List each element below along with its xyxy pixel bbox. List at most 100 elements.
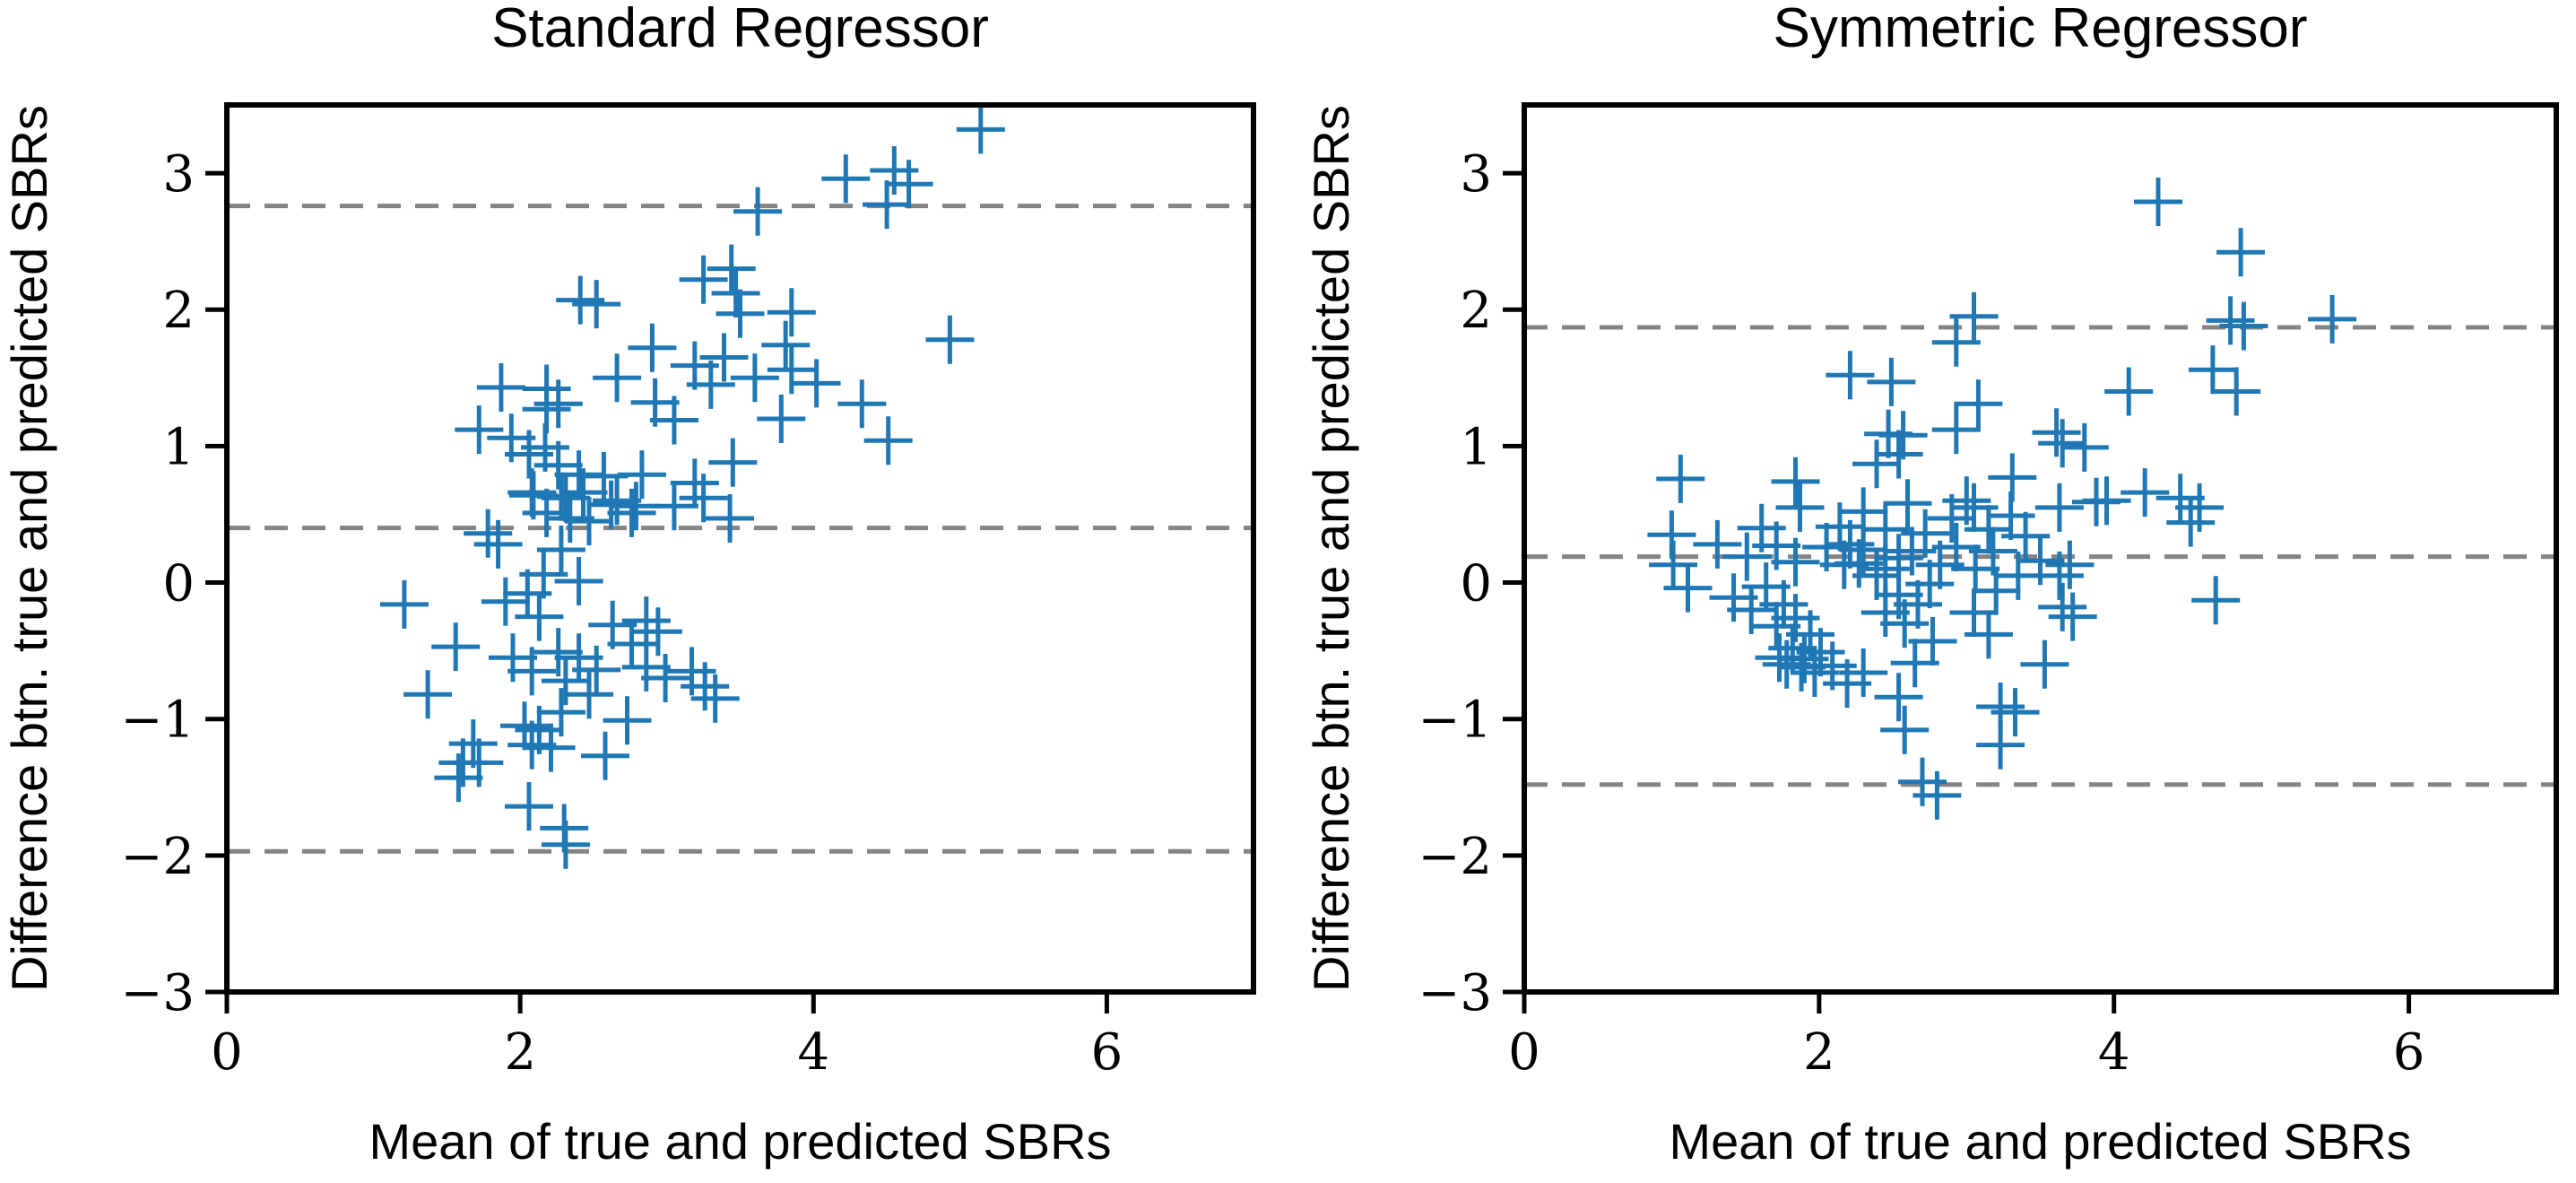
- data-point-marker: [526, 723, 576, 772]
- data-point-marker: [593, 353, 642, 403]
- data-point-marker: [863, 180, 912, 230]
- data-point-marker: [617, 450, 666, 500]
- y-tick-label: −1: [1418, 692, 1492, 750]
- data-point-marker: [2104, 367, 2154, 416]
- x-axis-label: Mean of true and predicted SBRs: [369, 1113, 1111, 1170]
- data-point-marker: [649, 396, 698, 445]
- y-tick-label: −2: [1418, 828, 1492, 886]
- y-tick-label: 0: [162, 555, 195, 613]
- data-point-marker: [2060, 422, 2109, 472]
- data-point-marker: [565, 497, 613, 546]
- data-point-marker: [2020, 639, 2069, 689]
- data-point-marker: [711, 269, 760, 317]
- data-point-marker: [581, 731, 629, 780]
- data-point-marker: [572, 280, 621, 329]
- y-tick-label: 2: [1460, 282, 1492, 340]
- data-point-marker: [1839, 526, 1888, 574]
- data-point-marker: [554, 557, 603, 605]
- data-point-marker: [1874, 430, 1923, 479]
- data-point-marker: [1867, 357, 1916, 406]
- data-point-marker: [536, 472, 585, 521]
- data-point-marker: [686, 360, 735, 409]
- data-point-marker: [1908, 617, 1957, 665]
- data-point-marker: [707, 244, 756, 293]
- y-axis-label: Difference btn. true and predicted SBRs: [1303, 105, 1359, 992]
- data-point-marker: [2121, 468, 2170, 518]
- data-point-marker: [2188, 345, 2237, 395]
- data-point-marker: [2308, 294, 2357, 344]
- data-point-marker: [1954, 379, 2003, 429]
- data-point-marker: [2032, 408, 2081, 457]
- data-point-marker: [1826, 351, 1875, 400]
- data-point-marker: [1771, 537, 1820, 587]
- data-point-marker: [448, 719, 498, 769]
- data-point-marker: [621, 596, 671, 646]
- y-tick-label: −2: [120, 828, 195, 886]
- axes-frame: [224, 102, 1256, 995]
- x-tick-label: 0: [1508, 1023, 1540, 1082]
- data-point-marker: [434, 753, 483, 803]
- data-point-marker: [699, 333, 749, 382]
- x-tick-label: 2: [1803, 1023, 1835, 1082]
- data-point-marker: [572, 645, 621, 694]
- data-point-marker: [1887, 526, 1937, 576]
- data-point-marker: [2212, 367, 2261, 416]
- data-point-marker: [1991, 688, 2040, 737]
- data-point-marker: [1949, 291, 1999, 341]
- data-point-marker: [767, 345, 816, 395]
- data-point-marker: [884, 160, 933, 209]
- data-point-marker: [541, 820, 590, 869]
- x-tick-label: 0: [211, 1023, 243, 1082]
- data-point-marker: [507, 647, 557, 696]
- data-point-marker: [1874, 673, 1923, 722]
- data-point-marker: [489, 633, 537, 683]
- x-tick-label: 6: [1091, 1023, 1123, 1082]
- data-point-marker: [956, 105, 1005, 154]
- data-point-marker: [1759, 579, 1808, 629]
- x-tick-label: 2: [504, 1023, 536, 1082]
- panel-symmetric-regressor: 0 2 4 6 −3 −2 −1 0 1 2 3 Symmetric Regressor Mean of…: [1303, 0, 2559, 1170]
- data-point-marker: [1693, 519, 1742, 569]
- scatter-series: [1647, 178, 2357, 820]
- data-point-marker: [515, 592, 564, 641]
- data-point-marker: [767, 288, 816, 337]
- data-point-marker: [403, 670, 453, 719]
- data-point-marker: [1656, 454, 1705, 503]
- data-point-marker: [1860, 544, 1910, 594]
- data-point-marker: [1905, 560, 1955, 609]
- data-point-marker: [863, 416, 913, 465]
- data-point-marker: [503, 569, 552, 618]
- data-point-marker: [431, 622, 481, 672]
- data-point-marker: [621, 642, 671, 692]
- data-point-marker: [837, 379, 887, 429]
- data-point-marker: [1826, 519, 1875, 569]
- data-point-marker: [455, 405, 504, 455]
- data-point-marker: [870, 146, 919, 195]
- data-point-marker: [641, 654, 690, 702]
- y-tick-label: 3: [1460, 145, 1492, 204]
- data-point-marker: [649, 482, 698, 531]
- data-point-marker: [1931, 405, 1981, 455]
- y-tick-label: 2: [162, 282, 195, 340]
- y-tick-label: −3: [1418, 964, 1492, 1022]
- data-point-marker: [1852, 551, 1901, 600]
- data-point-marker: [533, 440, 583, 490]
- data-point-marker: [628, 323, 677, 372]
- data-point-marker: [507, 720, 557, 770]
- data-point-marker: [792, 359, 841, 408]
- data-point-marker: [681, 662, 730, 711]
- y-tick-label: 1: [1460, 418, 1492, 476]
- data-point-marker: [507, 468, 557, 518]
- data-point-marker: [1931, 317, 1981, 367]
- data-point-marker: [821, 154, 871, 204]
- y-tick-label: 0: [1460, 555, 1492, 613]
- data-point-marker: [1880, 599, 1930, 648]
- data-point-marker: [559, 468, 608, 518]
- data-point-marker: [1976, 720, 2025, 770]
- data-point-marker: [2034, 551, 2084, 600]
- data-point-marker: [1927, 494, 1976, 543]
- data-point-marker: [1839, 648, 1888, 697]
- axes-frame: [1522, 102, 2559, 995]
